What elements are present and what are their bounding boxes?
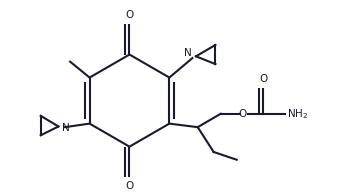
Text: O: O	[125, 10, 133, 20]
Text: O: O	[125, 181, 133, 191]
Text: N: N	[184, 48, 192, 59]
Text: NH$_2$: NH$_2$	[287, 107, 308, 121]
Text: O: O	[238, 109, 246, 119]
Text: O: O	[259, 74, 267, 84]
Text: N: N	[62, 123, 69, 133]
